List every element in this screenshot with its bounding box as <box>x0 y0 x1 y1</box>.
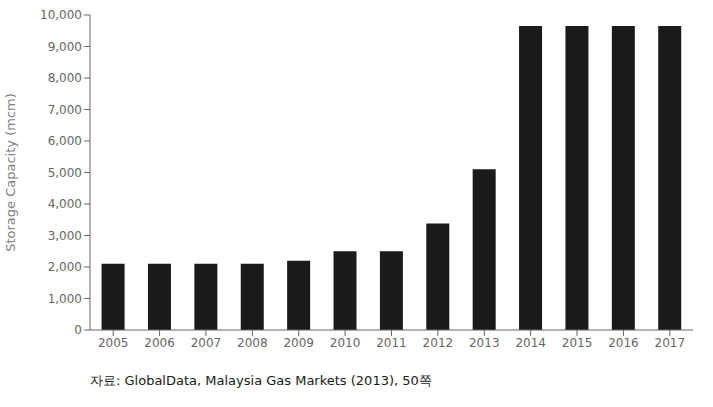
svg-text:7,000: 7,000 <box>48 103 82 117</box>
svg-text:10,000: 10,000 <box>40 8 82 22</box>
svg-text:9,000: 9,000 <box>48 40 82 54</box>
svg-text:5,000: 5,000 <box>48 166 82 180</box>
svg-text:2008: 2008 <box>237 336 268 350</box>
svg-text:2013: 2013 <box>469 336 500 350</box>
svg-text:Storage Capacity (mcm): Storage Capacity (mcm) <box>8 93 18 252</box>
svg-text:2016: 2016 <box>608 336 639 350</box>
svg-text:2006: 2006 <box>144 336 175 350</box>
svg-text:2012: 2012 <box>423 336 454 350</box>
svg-text:2011: 2011 <box>376 336 407 350</box>
svg-text:0: 0 <box>74 323 82 337</box>
svg-text:2009: 2009 <box>283 336 314 350</box>
svg-text:2017: 2017 <box>655 336 686 350</box>
svg-text:2010: 2010 <box>330 336 361 350</box>
svg-text:2015: 2015 <box>562 336 593 350</box>
svg-text:2005: 2005 <box>98 336 129 350</box>
svg-text:2014: 2014 <box>515 336 546 350</box>
svg-text:1,000: 1,000 <box>48 292 82 306</box>
svg-text:2,000: 2,000 <box>48 260 82 274</box>
svg-text:2007: 2007 <box>191 336 222 350</box>
svg-text:8,000: 8,000 <box>48 71 82 85</box>
svg-text:4,000: 4,000 <box>48 197 82 211</box>
svg-text:6,000: 6,000 <box>48 134 82 148</box>
svg-text:3,000: 3,000 <box>48 229 82 243</box>
html-text:자료: GlobalData, Malaysia Gas M: 자료: GlobalData, Malaysia Gas Markets (20… <box>90 373 432 388</box>
